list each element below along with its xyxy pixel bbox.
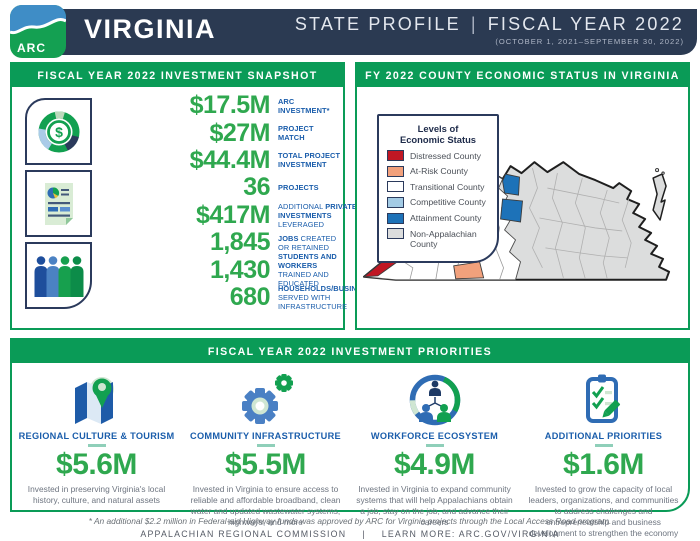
priority-title: COMMUNITY INFRASTRUCTURE	[190, 431, 341, 441]
map-pin-icon	[65, 372, 129, 428]
attainment-county-2	[500, 198, 523, 223]
accent-dash	[87, 444, 106, 447]
competitive-swatch	[387, 196, 404, 208]
arc-logo-text: ARC	[17, 41, 46, 55]
priority-title: REGIONAL CULTURE & TOURISM	[18, 431, 175, 441]
legend-title: Levels of Economic Status	[399, 123, 477, 146]
legend-item-non-appalachian: Non-Appalachian County	[387, 228, 489, 249]
investment-snapshot-panel: FISCAL YEAR 2022 INVESTMENT SNAPSHOT $	[10, 62, 382, 330]
legend-item-transitional: Transitional County	[387, 181, 489, 193]
priority-amount: $4.9M	[394, 448, 475, 481]
county-status-panel: FY 2022 COUNTY ECONOMIC STATUS IN VIRGIN…	[355, 62, 690, 330]
header-date-range: (OCTOBER 1, 2021–SEPTEMBER 30, 2022)	[495, 37, 684, 46]
eastern-shore	[652, 173, 667, 221]
priority-amount: $1.6M	[563, 448, 644, 481]
legend-item-attainment: Attainment County	[387, 212, 489, 224]
attainment-county-1	[502, 173, 520, 196]
footer-divider: |	[362, 529, 366, 539]
footnote: * An additional $2.2 million in Federal-…	[88, 516, 612, 526]
learn-more-link[interactable]: LEARN MORE: ARC.GOV/VIRGINIA	[381, 529, 560, 539]
non-appalachian-swatch	[387, 228, 404, 240]
priority-description: Invested in Virginia to ensure access to…	[190, 484, 341, 528]
stat-label: HOUSEHOLDS/BUSINESSES SERVED WITH INFRAST…	[278, 283, 382, 311]
stat-label: TOTAL PROJECT INVESTMENT	[278, 151, 341, 170]
donut-dollar-icon: $	[25, 98, 92, 165]
stat-label: PROJECT MATCH	[278, 124, 314, 143]
priority-description: Invested in preserving Virginia's local …	[27, 484, 166, 506]
priority-description: Invested in Virginia to expand community…	[356, 484, 513, 528]
legend-item-at-risk: At-Risk County	[387, 165, 489, 177]
stat-value: 1,845	[209, 228, 271, 257]
stat-row-households: 680 HOUSEHOLDS/BUSINESSES SERVED WITH INF…	[98, 282, 382, 311]
legend-item-distressed: Distressed County	[387, 150, 489, 162]
stat-value: $417M	[196, 200, 270, 229]
stat-value: $44.4M	[189, 145, 271, 174]
stat-row-students-workers: 1,430 STUDENTS AND WORKERS TRAINED AND ED…	[98, 252, 370, 288]
accent-dash	[594, 444, 613, 447]
stat-value: $27M	[209, 118, 270, 147]
stat-value: $17.5M	[189, 91, 271, 120]
workforce-network-icon	[403, 372, 467, 428]
distressed-swatch	[387, 150, 404, 162]
priority-title: WORKFORCE ECOSYSTEM	[370, 431, 499, 441]
stat-value: 680	[229, 282, 271, 311]
people-group-icon	[25, 242, 92, 309]
stat-label: ADDITIONAL PRIVATE INVESTMENTS LEVERAGED	[278, 201, 357, 229]
stat-row-projects: 36 PROJECTS	[98, 174, 370, 201]
footer-bar: APPALACHIAN REGIONAL COMMISSION | LEARN MO…	[0, 529, 700, 539]
gears-icon	[234, 372, 298, 428]
priority-regional-culture: REGIONAL CULTURE & TOURISM $5.6M Investe…	[12, 372, 181, 541]
snapshot-stats: $17.5M ARC INVESTMENT* $27M PROJECT MATCH …	[98, 92, 382, 311]
stat-label: STUDENTS AND WORKERS TRAINED AND EDUCATED	[278, 251, 337, 289]
accent-dash	[425, 444, 444, 447]
snapshot-panel-title: FISCAL YEAR 2022 INVESTMENT SNAPSHOT	[12, 64, 343, 87]
priority-amount: $5.5M	[225, 448, 306, 481]
at-risk-county-2	[453, 261, 485, 280]
priorities-panel-title: FISCAL YEAR 2022 INVESTMENT PRIORITIES	[12, 340, 688, 363]
legend-item-competitive: Competitive County	[387, 196, 489, 208]
priority-description: Invested to grow the capacity of local l…	[528, 484, 679, 541]
header-right: STATE PROFILE | FISCAL YEAR 2022 (OCTOBER …	[295, 14, 684, 46]
stat-row-project-match: $27M PROJECT MATCH	[98, 119, 370, 146]
priority-community-infrastructure: COMMUNITY INFRASTRUCTURE $5.5M Invested …	[181, 372, 350, 541]
map-panel-title: FY 2022 COUNTY ECONOMIC STATUS IN VIRGIN…	[357, 64, 688, 87]
transitional-swatch	[387, 181, 404, 193]
stat-value: 36	[243, 173, 270, 202]
header-bar	[30, 9, 697, 55]
stat-label: JOBS CREATED OR RETAINED	[278, 233, 337, 252]
header-profile-title: STATE PROFILE	[294, 14, 461, 34]
investment-priorities-panel: FISCAL YEAR 2022 INVESTMENT PRIORITIES R…	[10, 338, 690, 541]
header-fiscal-year: FISCAL YEAR 2022	[487, 14, 684, 34]
report-document-icon	[25, 170, 92, 237]
priority-title: ADDITIONAL PRIORITIES	[544, 431, 663, 441]
stat-row-total-investment: $44.4M TOTAL PROJECT INVESTMENT	[98, 147, 370, 174]
clipboard-checklist-icon	[572, 372, 636, 428]
map-legend: Levels of Economic Status Distressed Coun…	[377, 114, 499, 263]
attainment-swatch	[387, 212, 404, 224]
stat-row-jobs: 1,845 JOBS CREATED OR RETAINED	[98, 229, 370, 256]
stat-row-private-investments: $417M ADDITIONAL PRIVATE INVESTMENTS LEVE…	[98, 202, 370, 229]
stat-label: PROJECTS	[278, 183, 319, 193]
header-divider: |	[470, 14, 478, 34]
stat-value: 1,430	[209, 255, 271, 284]
priority-additional: ADDITIONAL PRIORITIES $1.6M Invested to …	[519, 372, 688, 541]
priority-amount: $5.6M	[56, 448, 137, 481]
stat-label: ARC INVESTMENT*	[278, 96, 330, 115]
svg-text:$: $	[55, 124, 63, 140]
stat-row-arc-investment: $17.5M ARC INVESTMENT*	[98, 92, 370, 119]
page-title-state: VIRGINIA	[84, 14, 217, 44]
priority-workforce-ecosystem: WORKFORCE ECOSYSTEM $4.9M Invested in Vi…	[350, 372, 519, 541]
footer-org: APPALACHIAN REGIONAL COMMISSION	[140, 529, 347, 539]
accent-dash	[256, 444, 275, 447]
at-risk-swatch	[387, 165, 404, 177]
arc-logo-icon: ARC	[10, 5, 66, 58]
